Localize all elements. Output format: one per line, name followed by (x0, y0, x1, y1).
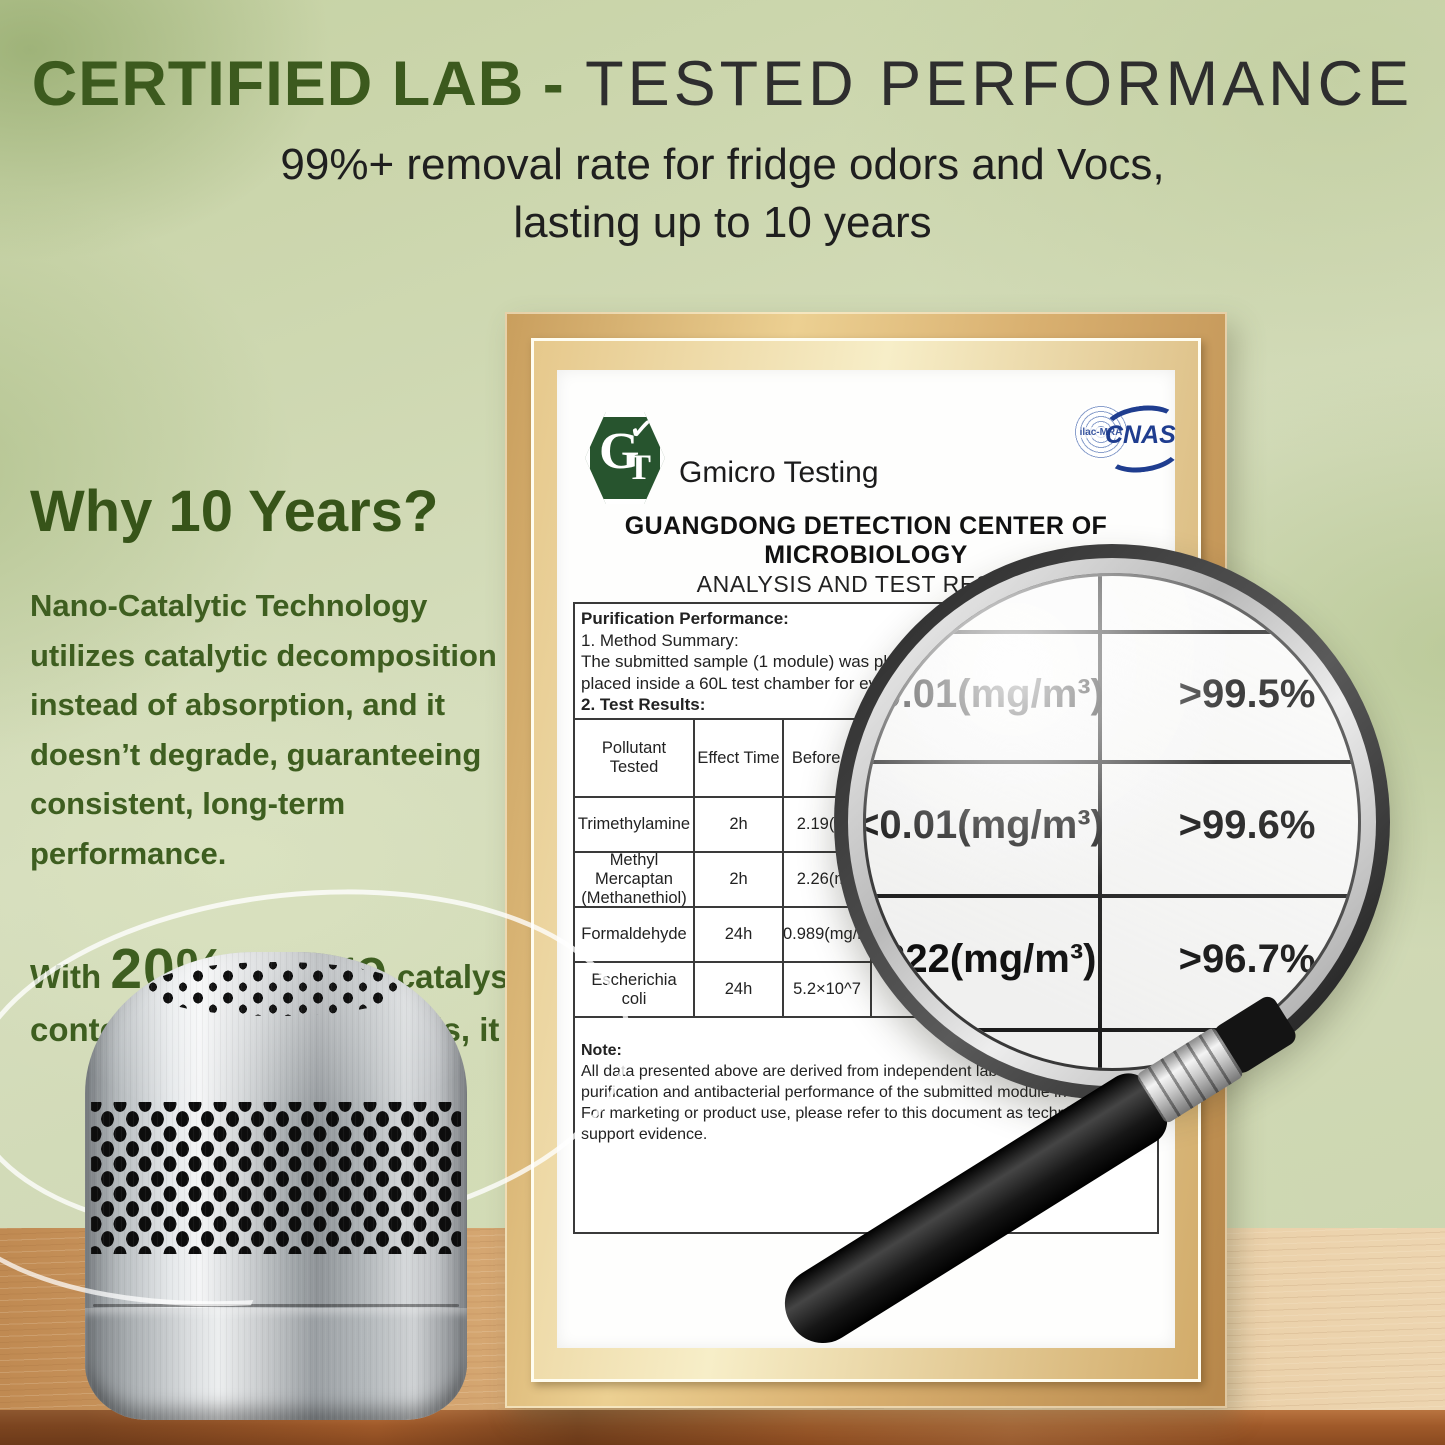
table-cell: 24h (695, 908, 784, 963)
logo-checkmark-icon: ✓ (627, 411, 656, 448)
magnifying-glass: <0.01(mg/m³) >99.5% <0.01(mg/m³) >99.6% … (834, 544, 1390, 1100)
magnified-table-hline (866, 630, 1358, 634)
page-title: CERTIFIED LAB - TESTED PERFORMANCE (0, 48, 1445, 120)
product-top-vents (147, 962, 405, 1016)
magnified-table-hline (866, 894, 1358, 898)
logo-letter-g: G (599, 423, 640, 480)
page-subtitle: 99%+ removal rate for fridge odors and V… (0, 136, 1445, 252)
note-line3: For marketing or product use, please ref… (581, 1105, 1091, 1143)
why-heading: Why 10 Years? (30, 479, 439, 544)
gmicro-logo-icon: G T ✓ (585, 412, 665, 504)
title-light: TESTED PERFORMANCE (564, 49, 1414, 119)
table-cell: 2h (695, 853, 784, 908)
ilac-mra-label: ilac-MRA (1078, 426, 1124, 438)
magnified-after-value: 0.0322(mg/m³) (863, 937, 1097, 981)
purification-heading: Purification Performance: (581, 609, 789, 628)
ilac-mra-logo-icon: ilac-MRA (1073, 404, 1129, 460)
subtitle-line2: lasting up to 10 years (513, 198, 932, 248)
product-base (85, 1308, 467, 1420)
product-body (85, 952, 467, 1420)
method-line2: placed inside a 60L test chamber for eva… (581, 673, 942, 693)
why-paragraph: Nano-Catalytic Technology utilizes catal… (30, 588, 497, 871)
deodorizer-product (85, 952, 467, 1420)
col-header-pollutant: Pollutant Tested (575, 720, 695, 798)
product-base-seam (93, 1304, 459, 1307)
magnified-removal-rate: >99.6% (1178, 803, 1316, 847)
magnified-table-hline (866, 760, 1358, 764)
table-cell: Escherichia coli (575, 963, 695, 1018)
method-heading: 1. Method Summary: (581, 630, 739, 650)
table-cell: 2h (695, 798, 784, 853)
table-cell: Methyl Mercaptan (Methanethiol) (575, 851, 695, 908)
claim-prefix: With (30, 957, 111, 995)
magnifier-lens: <0.01(mg/m³) >99.5% <0.01(mg/m³) >99.6% … (863, 573, 1361, 1071)
lab-name: Gmicro Testing (679, 456, 879, 489)
magnified-removal-rate: >96.7% (1178, 937, 1316, 981)
certificate-org-heading: GUANGDONG DETECTION CENTER OF MICROBIOLO… (624, 512, 1108, 569)
magnified-removal-rate: >99.5% (1178, 672, 1316, 716)
magnified-after-value: <0.01(mg/m³) (863, 672, 1104, 716)
subtitle-line1: 99%+ removal rate for fridge odors and V… (280, 140, 1165, 189)
logo-letter-t: T (627, 447, 652, 487)
cnas-logo-icon: CNAS (1100, 400, 1184, 478)
note-heading: Note: (581, 1042, 622, 1059)
results-heading: 2. Test Results: (581, 695, 706, 714)
magnified-after-value: <0.01(mg/m³) (863, 803, 1104, 847)
table-cell: Formaldehyde (575, 908, 695, 963)
table-cell: 24h (695, 963, 784, 1018)
cnas-label: CNAS (1105, 421, 1176, 449)
note-line2: purification and antibacterial performan… (581, 1084, 1145, 1101)
table-cell: Trimethylamine (575, 798, 695, 853)
col-header-effect-time: Effect Time (695, 720, 784, 798)
title-strong: CERTIFIED LAB - (31, 49, 565, 119)
